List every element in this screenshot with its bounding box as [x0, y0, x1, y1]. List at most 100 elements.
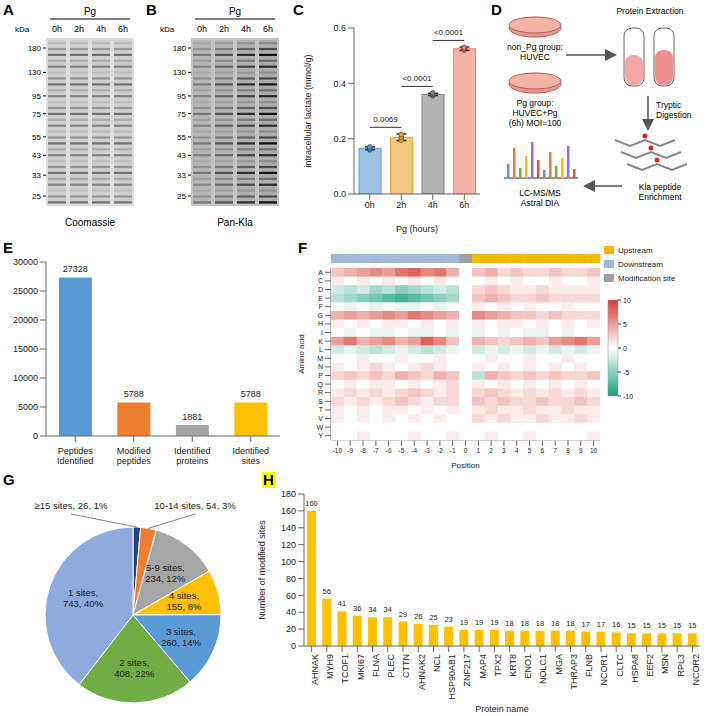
- svg-text:W: W: [316, 424, 323, 431]
- svg-text:Coomassie: Coomassie: [65, 217, 115, 228]
- svg-text:5788: 5788: [124, 389, 144, 399]
- svg-text:0: 0: [623, 345, 627, 352]
- svg-text:25: 25: [32, 192, 41, 201]
- svg-text:10000: 10000: [13, 373, 38, 383]
- svg-text:Upstream: Upstream: [618, 246, 653, 255]
- svg-text:Number of modified sites: Number of modified sites: [258, 520, 267, 620]
- svg-text:MAP4: MAP4: [478, 654, 488, 679]
- svg-text:2h: 2h: [219, 24, 229, 34]
- svg-text:Modification site: Modification site: [618, 274, 676, 283]
- svg-text:Pg: Pg: [229, 6, 241, 17]
- svg-text:<0.0001: <0.0001: [434, 28, 464, 37]
- svg-text:V: V: [318, 415, 323, 422]
- svg-text:T: T: [319, 406, 324, 413]
- svg-text:CTTN: CTTN: [401, 654, 411, 678]
- svg-text:-3: -3: [424, 447, 430, 454]
- svg-text:120: 120: [281, 540, 296, 550]
- svg-text:EEF2: EEF2: [645, 654, 655, 677]
- svg-text:M: M: [317, 355, 323, 362]
- svg-text:10-14 sites, 54, 3%: 10-14 sites, 54, 3%: [154, 500, 236, 511]
- svg-text:Y: Y: [318, 432, 323, 439]
- svg-text:TCOF1: TCOF1: [340, 654, 350, 684]
- svg-text:E: E: [318, 295, 323, 302]
- svg-text:Protein Extraction: Protein Extraction: [616, 6, 683, 16]
- svg-text:10: 10: [623, 297, 631, 304]
- svg-text:19: 19: [475, 618, 483, 627]
- svg-text:2h: 2h: [74, 24, 84, 34]
- svg-text:55: 55: [32, 133, 41, 142]
- svg-text:160: 160: [305, 499, 318, 508]
- svg-text:75: 75: [177, 110, 186, 119]
- svg-text:Pg (hours): Pg (hours): [396, 224, 438, 234]
- svg-text:kDa: kDa: [160, 25, 175, 34]
- svg-text:15: 15: [642, 621, 650, 630]
- svg-text:43: 43: [32, 151, 41, 160]
- svg-text:Protein name: Protein name: [475, 704, 529, 714]
- svg-text:R: R: [318, 389, 323, 396]
- svg-text:MSN: MSN: [660, 654, 670, 674]
- svg-text:33: 33: [32, 171, 41, 180]
- svg-text:34: 34: [368, 605, 376, 614]
- svg-text:KRT8: KRT8: [508, 654, 518, 677]
- svg-text:26: 26: [414, 612, 422, 621]
- svg-text:0.0069: 0.0069: [373, 115, 398, 124]
- svg-text:MKI67: MKI67: [356, 654, 366, 680]
- svg-text:Kla peptideEnrichment: Kla peptideEnrichment: [639, 182, 683, 202]
- svg-text:0: 0: [33, 431, 38, 441]
- svg-text:Q: Q: [318, 381, 324, 389]
- svg-text:1: 1: [476, 447, 480, 454]
- svg-text:RPL3: RPL3: [676, 654, 686, 677]
- svg-text:NCOR2: NCOR2: [691, 654, 701, 686]
- svg-text:Identifiedproteins: Identifiedproteins: [174, 446, 211, 466]
- svg-text:HSPA8: HSPA8: [630, 654, 640, 683]
- svg-text:18: 18: [521, 619, 529, 628]
- svg-text:<0.0001: <0.0001: [402, 74, 432, 83]
- svg-text:4h: 4h: [96, 24, 106, 34]
- svg-text:4: 4: [515, 447, 519, 454]
- svg-text:18: 18: [536, 619, 544, 628]
- svg-text:F: F: [319, 303, 323, 310]
- svg-text:36: 36: [353, 604, 361, 613]
- svg-text:3: 3: [502, 447, 506, 454]
- svg-text:HSP90AB1: HSP90AB1: [447, 654, 457, 700]
- svg-text:D: D: [318, 286, 323, 293]
- svg-text:I: I: [321, 329, 323, 336]
- svg-text:100: 100: [281, 557, 296, 567]
- svg-text:19: 19: [490, 618, 498, 627]
- svg-text:75: 75: [32, 110, 41, 119]
- svg-text:-9: -9: [347, 447, 353, 454]
- svg-text:intracellular lactate (mmol/g): intracellular lactate (mmol/g): [303, 54, 313, 167]
- svg-text:5: 5: [623, 321, 627, 328]
- svg-text:≥15 sites, 26, 1%: ≥15 sites, 26, 1%: [35, 500, 108, 511]
- svg-text:130: 130: [173, 68, 187, 77]
- svg-text:4h: 4h: [428, 200, 438, 210]
- svg-text:THRAP3: THRAP3: [569, 654, 579, 690]
- svg-text:29: 29: [399, 610, 407, 619]
- svg-text:FLNA: FLNA: [371, 654, 381, 677]
- svg-text:23: 23: [444, 615, 452, 624]
- svg-text:180: 180: [173, 44, 187, 53]
- svg-text:L: L: [319, 346, 323, 353]
- svg-text:15: 15: [673, 621, 681, 630]
- svg-text:20: 20: [286, 624, 296, 634]
- svg-text:-4: -4: [411, 447, 417, 454]
- svg-text:MYH9: MYH9: [325, 654, 335, 679]
- svg-text:25000: 25000: [13, 286, 38, 296]
- svg-text:-5: -5: [623, 369, 629, 376]
- svg-text:4 sites,155, 8%: 4 sites,155, 8%: [167, 590, 202, 612]
- svg-text:NOLC1: NOLC1: [538, 654, 548, 684]
- svg-text:17: 17: [582, 620, 590, 629]
- svg-text:17: 17: [597, 620, 605, 629]
- svg-text:1881: 1881: [182, 412, 202, 422]
- svg-text:S: S: [318, 398, 323, 405]
- svg-text:ENO1: ENO1: [523, 654, 533, 679]
- svg-text:-1: -1: [450, 447, 456, 454]
- svg-text:TrypticDigestion: TrypticDigestion: [656, 100, 692, 120]
- svg-text:NCOR1: NCOR1: [599, 654, 609, 686]
- svg-text:0h: 0h: [197, 24, 207, 34]
- svg-text:25: 25: [177, 192, 186, 201]
- svg-text:0.4: 0.4: [333, 79, 346, 89]
- svg-text:G: G: [318, 312, 323, 319]
- svg-text:18: 18: [505, 619, 513, 628]
- svg-text:5788: 5788: [241, 389, 261, 399]
